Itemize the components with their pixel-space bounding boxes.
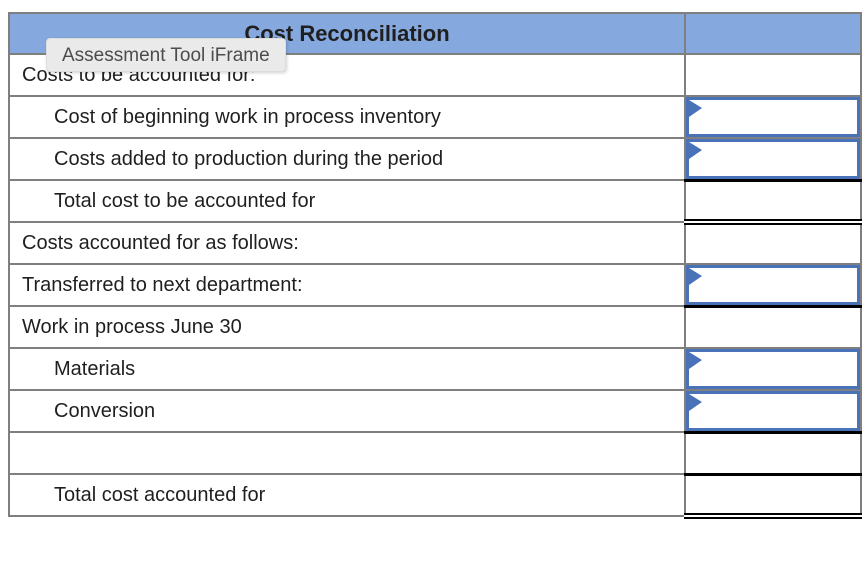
row-label: Cost of beginning work in process invent… (8, 95, 686, 139)
answer-input[interactable] (686, 265, 860, 305)
row-label (8, 431, 686, 475)
answer-input[interactable] (686, 139, 860, 179)
header-value-cell (684, 12, 862, 55)
value-cell (684, 137, 862, 181)
value-cell (684, 178, 862, 225)
table-row (8, 430, 862, 476)
answer-input[interactable] (686, 349, 860, 389)
table-row: Total cost accounted for (8, 472, 862, 519)
cost-reconciliation-table: Cost Reconciliation Costs to be accounte… (8, 12, 862, 519)
row-label: Total cost to be accounted for (8, 179, 686, 223)
answer-input[interactable] (686, 97, 860, 137)
row-label: Conversion (8, 389, 686, 433)
value-cell (684, 472, 862, 519)
answer-flag-icon (689, 142, 702, 159)
answer-flag-icon (689, 352, 702, 369)
value-cell (684, 95, 862, 139)
value-cell (684, 347, 862, 391)
answer-flag-icon (689, 268, 702, 285)
value-cell (684, 430, 862, 476)
table-row: Costs accounted for as follows: (8, 221, 862, 265)
table-row: Total cost to be accounted for (8, 178, 862, 225)
value-cell (684, 221, 862, 265)
answer-flag-icon (689, 100, 702, 117)
row-label: Costs added to production during the per… (8, 137, 686, 181)
table-row: Materials (8, 347, 862, 391)
answer-flag-icon (689, 394, 702, 411)
row-label: Total cost accounted for (8, 473, 686, 517)
table-row: Work in process June 30 (8, 305, 862, 349)
table-row: Costs to be accounted for: (8, 53, 862, 97)
table-row: Conversion (8, 389, 862, 434)
row-label: Materials (8, 347, 686, 391)
value-cell (684, 53, 862, 97)
iframe-tooltip: Assessment Tool iFrame (46, 38, 286, 72)
value-cell (684, 389, 862, 434)
table-row: Cost of beginning work in process invent… (8, 95, 862, 139)
row-label: Costs accounted for as follows: (8, 221, 686, 265)
table-row: Transferred to next department: (8, 263, 862, 308)
row-label: Work in process June 30 (8, 305, 686, 349)
value-cell (684, 263, 862, 308)
value-cell (684, 305, 862, 349)
answer-input[interactable] (686, 391, 860, 431)
row-label: Transferred to next department: (8, 263, 686, 307)
table-row: Costs added to production during the per… (8, 137, 862, 181)
row-label: Costs to be accounted for: (8, 53, 686, 97)
